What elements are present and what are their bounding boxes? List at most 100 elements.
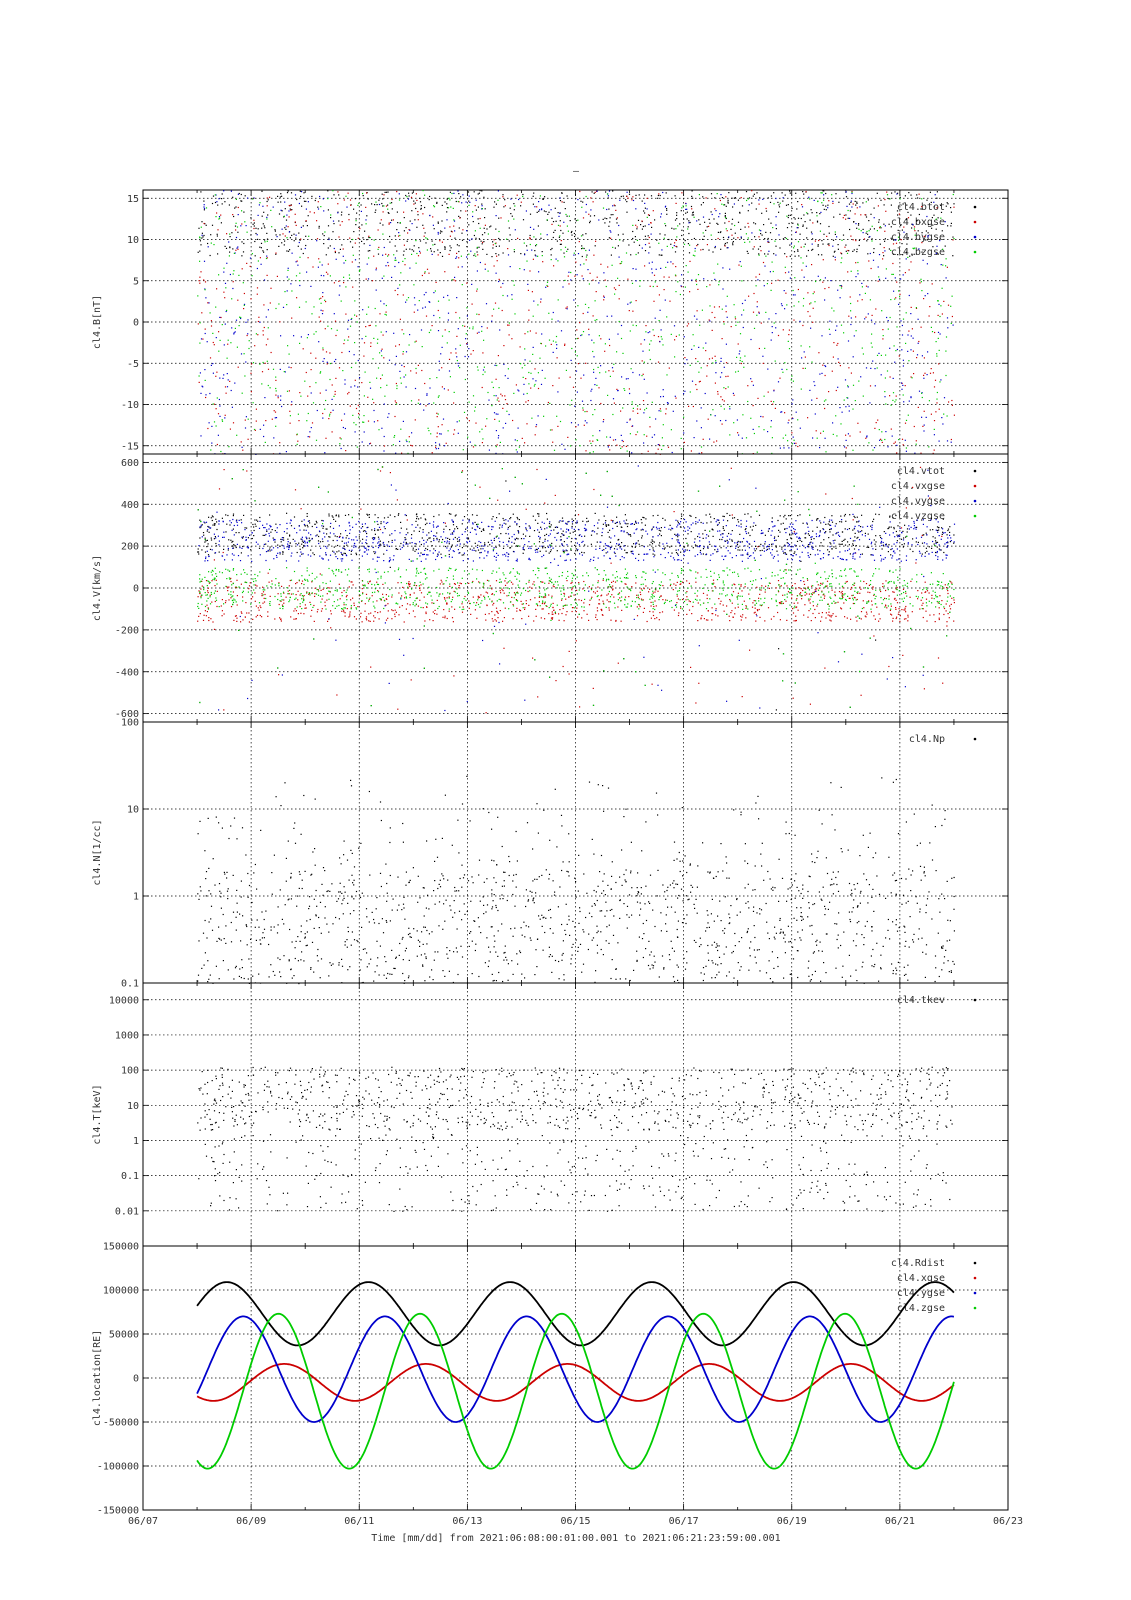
data-point bbox=[947, 225, 949, 227]
data-point bbox=[850, 310, 852, 312]
data-point bbox=[296, 260, 298, 262]
data-point bbox=[570, 359, 572, 361]
data-point bbox=[919, 282, 921, 284]
data-point bbox=[513, 249, 515, 251]
data-point bbox=[706, 375, 708, 377]
data-point bbox=[601, 535, 603, 537]
data-point bbox=[581, 275, 583, 277]
data-point bbox=[294, 213, 296, 215]
data-point bbox=[725, 362, 728, 364]
data-point bbox=[570, 271, 572, 274]
data-point bbox=[567, 248, 569, 250]
data-point bbox=[796, 540, 799, 542]
data-point bbox=[227, 514, 229, 517]
data-point bbox=[382, 254, 384, 256]
data-point bbox=[606, 218, 608, 220]
data-point bbox=[932, 372, 934, 374]
data-point bbox=[927, 236, 929, 238]
data-point bbox=[605, 552, 607, 554]
data-point bbox=[254, 255, 256, 257]
data-point bbox=[532, 378, 534, 380]
data-point bbox=[219, 405, 221, 407]
data-point bbox=[621, 446, 623, 448]
data-point bbox=[819, 447, 821, 449]
data-point bbox=[326, 599, 328, 601]
data-point bbox=[855, 204, 857, 206]
data-point bbox=[251, 275, 253, 277]
data-point bbox=[653, 434, 656, 436]
data-point bbox=[228, 446, 230, 448]
data-point bbox=[777, 519, 779, 522]
data-point bbox=[368, 235, 370, 237]
data-point bbox=[513, 542, 515, 544]
data-point bbox=[559, 197, 561, 199]
data-point bbox=[466, 315, 468, 317]
data-point bbox=[400, 542, 402, 545]
data-point bbox=[765, 255, 767, 257]
data-point bbox=[432, 244, 434, 246]
data-point bbox=[329, 536, 331, 538]
data-point bbox=[884, 238, 886, 240]
data-point bbox=[377, 536, 380, 538]
data-point bbox=[529, 226, 532, 228]
data-point bbox=[247, 418, 249, 420]
data-point bbox=[513, 251, 515, 253]
data-point bbox=[367, 514, 369, 516]
data-point bbox=[638, 553, 640, 555]
data-point bbox=[578, 241, 580, 243]
data-point bbox=[396, 191, 398, 193]
data-point bbox=[474, 410, 476, 412]
data-point bbox=[263, 424, 265, 426]
data-point bbox=[618, 298, 620, 300]
data-point bbox=[341, 419, 343, 421]
data-point bbox=[806, 255, 808, 257]
data-point bbox=[257, 238, 259, 240]
data-point bbox=[566, 225, 568, 227]
data-point bbox=[442, 538, 444, 541]
data-point bbox=[652, 549, 654, 551]
data-point bbox=[803, 276, 805, 278]
data-point bbox=[368, 257, 370, 259]
data-point bbox=[680, 518, 682, 520]
data-point bbox=[385, 304, 387, 307]
data-point bbox=[394, 245, 396, 247]
data-point bbox=[732, 242, 734, 244]
data-point bbox=[329, 352, 331, 354]
data-point bbox=[775, 709, 777, 711]
data-point bbox=[893, 239, 895, 241]
data-point bbox=[241, 200, 243, 202]
data-point bbox=[911, 377, 913, 379]
data-point bbox=[199, 250, 201, 252]
data-point bbox=[890, 404, 892, 406]
data-point bbox=[883, 223, 885, 225]
data-point bbox=[731, 602, 733, 604]
data-point bbox=[201, 221, 203, 223]
data-point bbox=[698, 371, 700, 373]
data-point bbox=[453, 279, 455, 281]
data-point bbox=[938, 529, 940, 531]
data-point bbox=[740, 265, 742, 267]
data-point bbox=[605, 520, 607, 522]
data-point bbox=[453, 220, 456, 222]
data-point bbox=[713, 272, 715, 274]
data-point bbox=[221, 517, 223, 519]
data-point bbox=[266, 238, 269, 240]
data-point bbox=[757, 279, 759, 281]
data-point bbox=[382, 198, 384, 200]
data-point bbox=[529, 360, 531, 362]
data-point bbox=[809, 303, 811, 305]
data-point bbox=[660, 329, 662, 331]
data-point bbox=[758, 312, 760, 314]
data-point bbox=[289, 542, 291, 544]
data-point bbox=[280, 335, 282, 337]
data-point bbox=[710, 521, 712, 523]
data-point bbox=[651, 272, 653, 274]
data-point bbox=[802, 191, 804, 193]
data-point bbox=[208, 302, 210, 304]
data-point bbox=[221, 419, 223, 421]
data-point bbox=[603, 549, 605, 551]
data-point bbox=[657, 336, 660, 338]
data-point bbox=[489, 544, 491, 546]
data-point bbox=[488, 399, 490, 401]
data-point bbox=[389, 202, 391, 204]
